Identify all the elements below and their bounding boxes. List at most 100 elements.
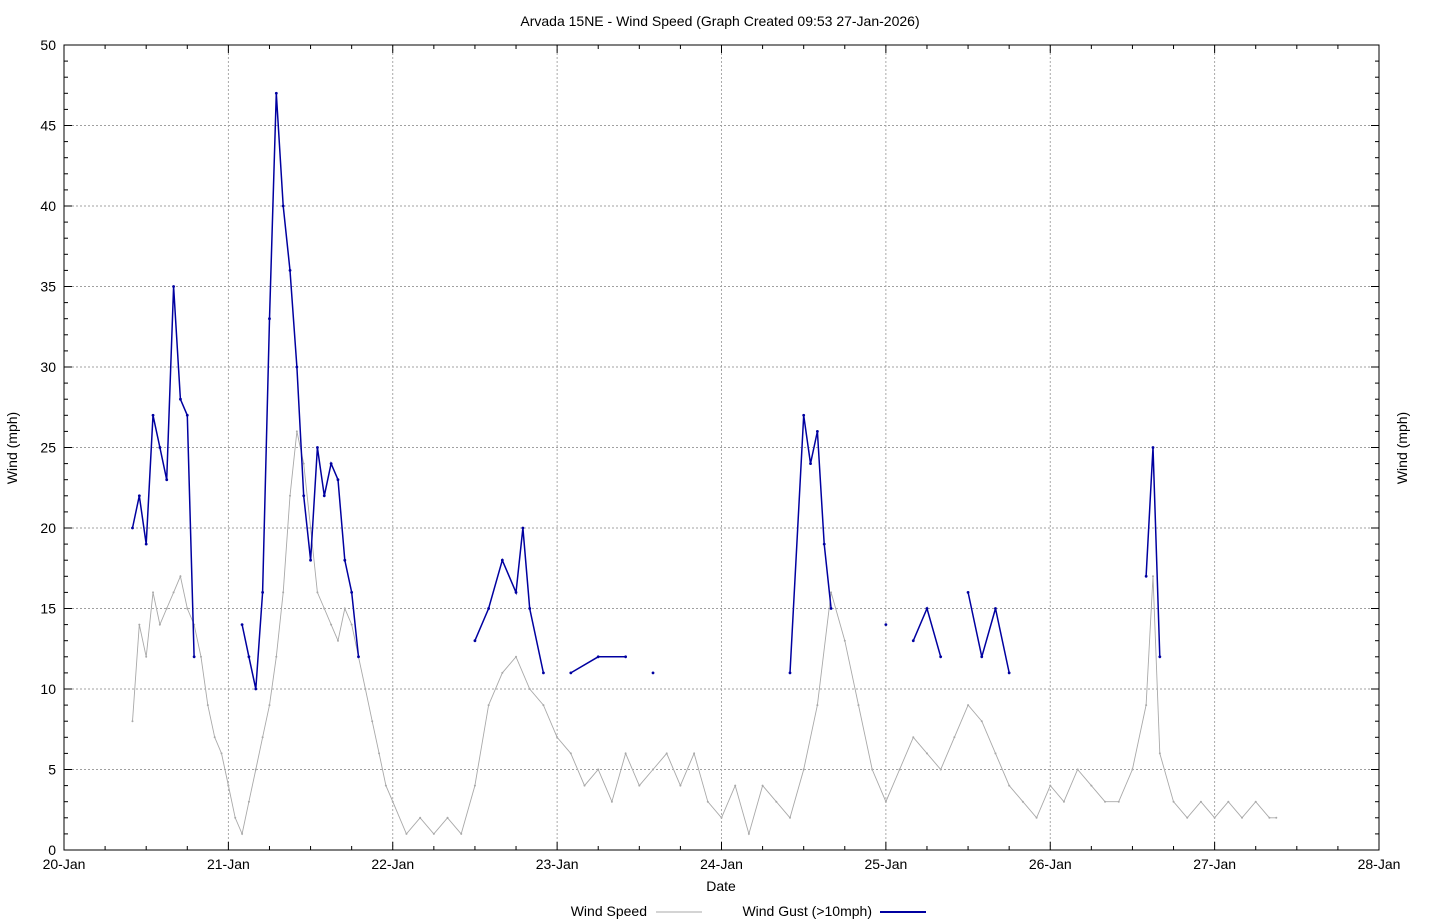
wind-speed-point <box>1117 800 1120 803</box>
legend-speed-label: Wind Speed <box>571 903 647 919</box>
wind-speed-point <box>556 736 559 739</box>
wind-speed-point <box>980 720 983 723</box>
y-tick-label: 30 <box>40 359 56 375</box>
y-tick-label: 25 <box>40 440 56 456</box>
wind-speed-point <box>1199 800 1202 803</box>
wind-gust-point <box>322 494 326 498</box>
wind-speed-point <box>1062 800 1065 803</box>
y-tick-label: 5 <box>48 762 56 778</box>
x-tick-label: 21-Jan <box>207 856 250 872</box>
wind-speed-point <box>1049 784 1052 787</box>
wind-speed-point <box>1104 800 1107 803</box>
wind-gust-point <box>247 655 251 659</box>
wind-gust-point <box>295 365 299 369</box>
wind-speed-point <box>1090 784 1093 787</box>
wind-gust-point <box>802 413 806 417</box>
wind-gust-point <box>158 446 162 449</box>
wind-gust-point <box>172 285 175 288</box>
wind-gust-point <box>144 542 148 546</box>
wind-gust-point <box>192 655 196 659</box>
x-tick-label: 23-Jan <box>536 856 579 872</box>
wind-speed-point <box>172 591 175 594</box>
wind-speed-point <box>816 704 819 707</box>
wind-gust-point <box>131 526 134 530</box>
wind-speed-point <box>1145 704 1148 707</box>
wind-speed-point <box>220 752 223 755</box>
wind-speed-point <box>1213 816 1216 819</box>
wind-gust-point <box>939 655 943 659</box>
wind-speed-point <box>843 639 846 642</box>
wind-speed-point <box>624 752 627 755</box>
wind-gust-point <box>240 623 244 626</box>
wind-speed-point <box>638 784 641 787</box>
wind-gust-point <box>829 607 833 610</box>
wind-gust-point <box>966 591 970 594</box>
wind-gust-point <box>884 623 888 626</box>
x-tick-label: 26-Jan <box>1029 856 1072 872</box>
y-axis-label-right: Wind (mph) <box>1394 412 1410 484</box>
wind-gust-point <box>185 413 189 417</box>
wind-speed-point <box>343 607 346 610</box>
wind-gust-point <box>925 607 929 610</box>
wind-speed-point <box>247 800 250 803</box>
wind-speed-point <box>528 688 531 690</box>
wind-speed-point <box>501 671 504 674</box>
wind-speed-point <box>487 704 490 707</box>
wind-speed-point <box>179 575 182 578</box>
wind-speed-point <box>898 768 901 771</box>
x-tick-label: 25-Jan <box>864 856 907 872</box>
wind-speed-point <box>364 688 367 690</box>
wind-speed-point <box>610 800 613 803</box>
wind-speed-series <box>131 430 1278 836</box>
wind-gust-point <box>569 671 573 675</box>
wind-speed-point <box>1035 816 1038 819</box>
wind-speed-point <box>542 704 545 707</box>
wind-gust-point <box>165 478 169 482</box>
wind-gust-point <box>274 91 278 95</box>
wind-gust-point <box>343 558 347 562</box>
x-axis-label: Date <box>706 878 736 894</box>
wind-gust-point <box>268 317 271 321</box>
wind-speed-point <box>323 607 326 610</box>
wind-speed-point <box>138 623 141 626</box>
wind-speed-point <box>1021 800 1024 803</box>
wind-speed-point <box>583 784 586 787</box>
wind-gust-point <box>473 639 477 643</box>
wind-gust-point <box>302 494 306 498</box>
wind-speed-point <box>241 832 244 835</box>
wind-speed-point <box>371 720 374 723</box>
wind-speed-point <box>282 591 285 594</box>
wind-gust-point <box>1144 574 1148 578</box>
wind-speed-point <box>309 527 312 529</box>
x-tick-label: 20-Jan <box>43 856 86 872</box>
wind-speed-point <box>788 816 791 819</box>
y-tick-label: 20 <box>40 520 56 536</box>
x-axis-ticks: 20-Jan 21-Jan 22-Jan 23-Jan 24-Jan 25-Jan 26-J… <box>43 45 1400 872</box>
wind-speed-point <box>1186 816 1189 819</box>
y-tick-label: 0 <box>48 842 56 858</box>
y-tick-label: 40 <box>40 198 56 214</box>
wind-speed-point <box>871 768 874 771</box>
wind-gust-point <box>137 494 141 498</box>
wind-gust-point <box>357 655 360 659</box>
wind-speed-point <box>967 704 970 707</box>
wind-speed-point <box>302 462 305 465</box>
wind-speed-point <box>1241 816 1244 819</box>
wind-speed-point <box>652 768 655 771</box>
wind-speed-point <box>460 832 463 835</box>
y-axis-label-left: Wind (mph) <box>4 412 20 484</box>
wind-speed-point <box>1268 816 1271 819</box>
wind-speed-point <box>830 591 833 594</box>
wind-speed-point <box>665 752 668 755</box>
wind-speed-point <box>145 655 148 658</box>
wind-gust-point <box>500 558 504 562</box>
wind-speed-point <box>1254 800 1257 803</box>
wind-speed-point <box>275 655 278 658</box>
wind-speed-point <box>432 832 435 835</box>
wind-speed-point <box>199 655 202 658</box>
wind-speed-point <box>734 784 737 787</box>
wind-speed-point <box>802 768 805 771</box>
x-tick-label: 24-Jan <box>700 856 743 872</box>
wind-gust-point <box>316 446 319 449</box>
